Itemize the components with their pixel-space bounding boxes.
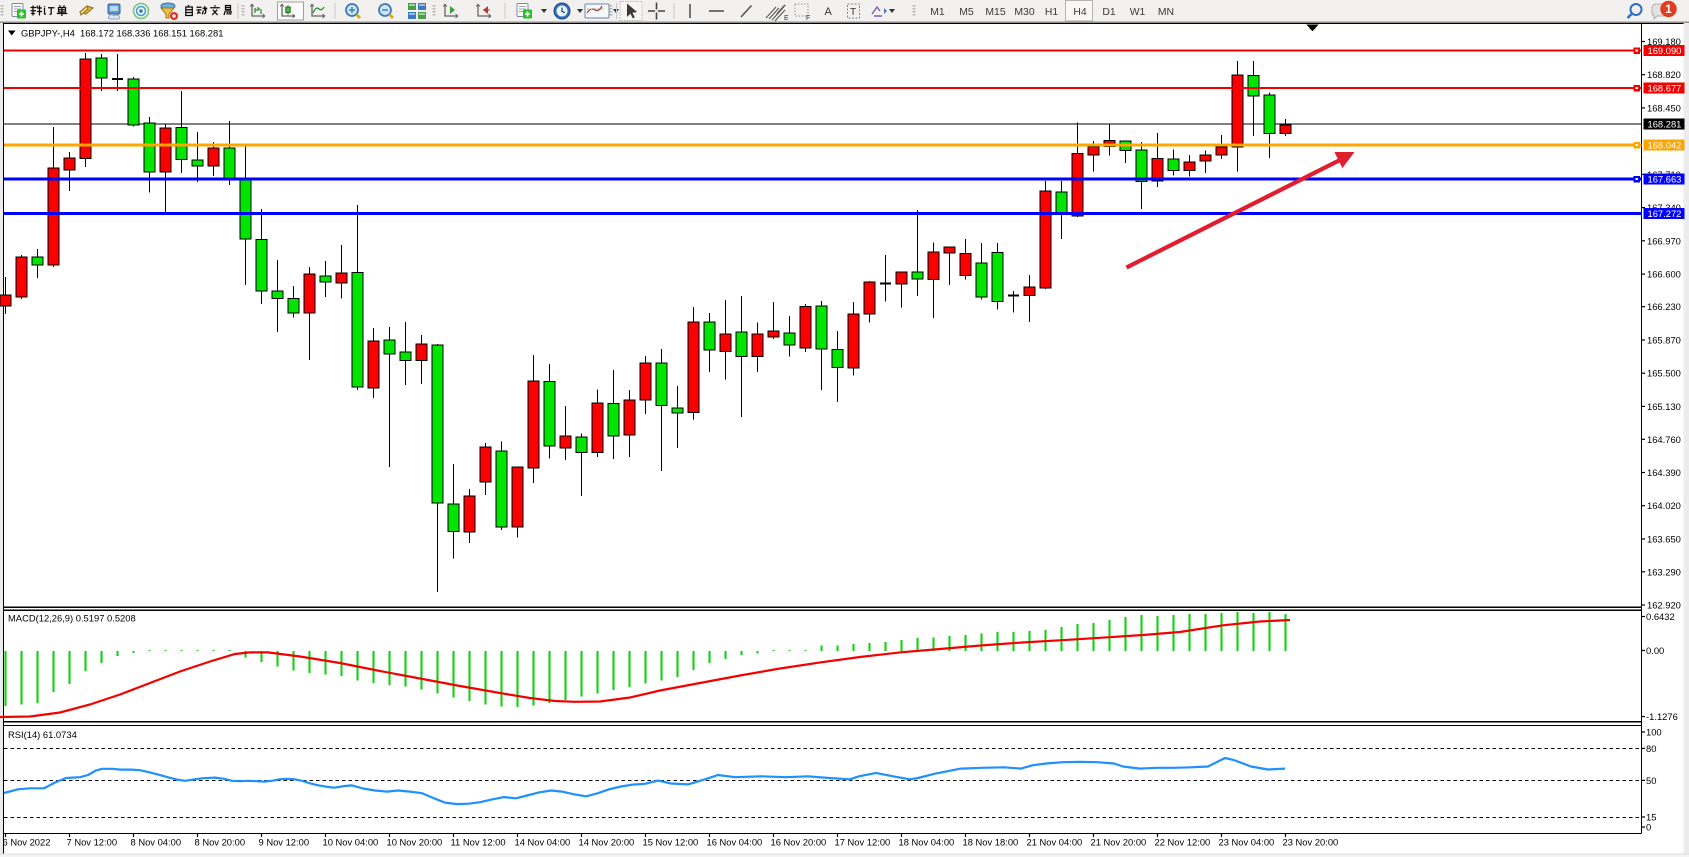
svg-text:164.390: 164.390	[1647, 467, 1681, 478]
svg-text:167.663: 167.663	[1648, 174, 1682, 185]
svg-text:RSI(14) 61.0734: RSI(14) 61.0734	[8, 729, 77, 740]
svg-text:T: T	[850, 7, 856, 18]
svg-text:H4: H4	[1073, 7, 1087, 18]
svg-text:162.920: 162.920	[1647, 600, 1681, 611]
svg-text:GBPJPY-,H4 168.172 168.336 16: GBPJPY-,H4 168.172 168.336 168.151 168.2…	[21, 28, 223, 39]
svg-text:165.130: 165.130	[1647, 401, 1681, 412]
svg-text:50: 50	[1646, 775, 1656, 786]
svg-text:15 Nov 12:00: 15 Nov 12:00	[643, 837, 699, 848]
svg-text:0.00: 0.00	[1646, 645, 1664, 656]
svg-text:167.340: 167.340	[1647, 202, 1681, 213]
svg-text:18 Nov 18:00: 18 Nov 18:00	[963, 837, 1019, 848]
svg-text:M1: M1	[930, 7, 945, 18]
svg-text:7 Nov 12:00: 7 Nov 12:00	[67, 837, 118, 848]
svg-text:D1: D1	[1102, 7, 1116, 18]
svg-text:16 Nov 20:00: 16 Nov 20:00	[771, 837, 827, 848]
svg-text:21 Nov 20:00: 21 Nov 20:00	[1091, 837, 1147, 848]
svg-text:21 Nov 04:00: 21 Nov 04:00	[1027, 837, 1083, 848]
svg-text:167.272: 167.272	[1648, 208, 1682, 219]
svg-text:H1: H1	[1045, 7, 1059, 18]
svg-text:80: 80	[1646, 743, 1656, 754]
svg-text:23 Nov 20:00: 23 Nov 20:00	[1283, 837, 1339, 848]
svg-text:0.6432: 0.6432	[1646, 611, 1675, 622]
svg-text:9 Nov 12:00: 9 Nov 12:00	[259, 837, 310, 848]
svg-text:168.042: 168.042	[1648, 140, 1682, 151]
svg-text:168.281: 168.281	[1648, 119, 1682, 130]
svg-text:6 Nov 2022: 6 Nov 2022	[3, 837, 51, 848]
svg-text:M15: M15	[985, 7, 1005, 18]
svg-text:M30: M30	[1014, 7, 1034, 18]
svg-text:22 Nov 12:00: 22 Nov 12:00	[1155, 837, 1211, 848]
svg-text:166.970: 166.970	[1647, 235, 1681, 246]
svg-text:15: 15	[1646, 812, 1656, 823]
svg-text:0: 0	[1646, 822, 1651, 833]
svg-text:1: 1	[1665, 2, 1672, 16]
svg-text:10 Nov 20:00: 10 Nov 20:00	[387, 837, 443, 848]
svg-text:W1: W1	[1130, 7, 1146, 18]
svg-text:11 Nov 12:00: 11 Nov 12:00	[451, 837, 506, 848]
svg-text:164.020: 164.020	[1647, 500, 1681, 511]
svg-text:163.650: 163.650	[1647, 534, 1681, 545]
svg-text:17 Nov 12:00: 17 Nov 12:00	[835, 837, 891, 848]
svg-text:8 Nov 04:00: 8 Nov 04:00	[131, 837, 182, 848]
svg-text:16 Nov 04:00: 16 Nov 04:00	[707, 837, 763, 848]
svg-text:165.500: 165.500	[1647, 368, 1681, 379]
svg-text:MN: MN	[1158, 7, 1174, 18]
svg-text:14 Nov 04:00: 14 Nov 04:00	[515, 837, 571, 848]
svg-text:166.600: 166.600	[1647, 269, 1681, 280]
svg-text:163.290: 163.290	[1647, 566, 1681, 577]
svg-text:MACD(12,26,9) 0.5197 0.5208: MACD(12,26,9) 0.5197 0.5208	[8, 613, 136, 624]
svg-text:14 Nov 20:00: 14 Nov 20:00	[579, 837, 635, 848]
svg-text:18 Nov 04:00: 18 Nov 04:00	[899, 837, 955, 848]
svg-text:100: 100	[1646, 727, 1662, 738]
svg-text:168.677: 168.677	[1648, 83, 1682, 94]
svg-text:166.230: 166.230	[1647, 301, 1681, 312]
svg-text:169.090: 169.090	[1648, 45, 1682, 56]
svg-text:8 Nov 20:00: 8 Nov 20:00	[195, 837, 246, 848]
svg-text:165.870: 165.870	[1647, 335, 1681, 346]
svg-text:168.820: 168.820	[1647, 69, 1681, 80]
svg-text:23 Nov 04:00: 23 Nov 04:00	[1219, 837, 1275, 848]
svg-text:M5: M5	[959, 7, 974, 18]
svg-text:E: E	[784, 15, 789, 22]
svg-text:169.180: 169.180	[1647, 36, 1681, 47]
svg-text:164.760: 164.760	[1647, 434, 1681, 445]
svg-text:-1.1276: -1.1276	[1646, 711, 1678, 722]
svg-text:10 Nov 04:00: 10 Nov 04:00	[323, 837, 379, 848]
svg-text:168.450: 168.450	[1647, 102, 1681, 113]
svg-text:F: F	[806, 15, 810, 22]
svg-text:A: A	[825, 6, 833, 18]
